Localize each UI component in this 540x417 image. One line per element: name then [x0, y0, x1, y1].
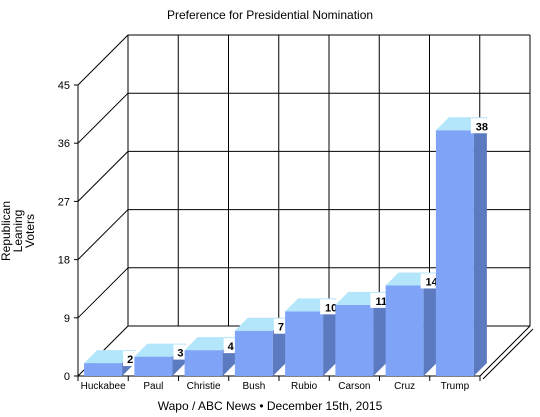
x-tick-label: Christie	[187, 381, 221, 392]
bar-side	[323, 298, 337, 376]
data-label: 14	[426, 276, 439, 288]
chart-title: Preference for Presidential Nomination	[166, 8, 374, 22]
data-label: 3	[177, 348, 183, 360]
bar-front	[84, 363, 123, 376]
y-tick-label: 45	[58, 80, 70, 92]
y-axis-title-line: Leaning	[11, 210, 25, 253]
grid-diagonal	[77, 34, 129, 86]
bar-huckabee: 2	[84, 350, 138, 376]
bar-top	[234, 317, 286, 331]
data-label: 4	[228, 341, 235, 353]
grid-diagonal	[77, 209, 129, 260]
data-label: 10	[325, 302, 337, 314]
y-axis-title-line: Republican	[0, 201, 13, 261]
bar-trump: 38	[435, 117, 493, 377]
bar-front	[335, 304, 374, 376]
bar-top	[184, 337, 236, 351]
bar-front	[134, 356, 173, 376]
x-tick-label: Cruz	[394, 381, 415, 392]
data-label-box	[273, 318, 288, 334]
bar-cruz: 14	[385, 272, 443, 376]
x-tick-label: Carson	[338, 381, 370, 392]
data-label-box	[470, 118, 493, 134]
bar-side	[473, 117, 487, 377]
data-label: 2	[127, 354, 133, 366]
bar-side	[423, 272, 437, 376]
grid-diagonal	[77, 92, 129, 144]
bar-bush: 7	[234, 317, 288, 376]
y-tick-label: 0	[64, 371, 70, 383]
y-axis-title-line: Voters	[23, 214, 37, 248]
x-tick-label: Rubio	[291, 381, 318, 392]
data-label-box	[173, 344, 188, 360]
bar-side	[373, 291, 387, 376]
bar-front	[184, 350, 223, 376]
chart-footer: Wapo / ABC News • December 15th, 2015	[157, 399, 383, 413]
x-tick-label: Bush	[242, 381, 265, 392]
bar-paul: 3	[134, 343, 188, 376]
floor-shadow-edge	[482, 328, 534, 380]
bar-front	[385, 285, 424, 376]
data-label: 7	[278, 322, 284, 334]
bar-top	[134, 343, 186, 357]
bar-christie: 4	[184, 337, 238, 376]
data-label-box	[223, 338, 238, 354]
x-tick-label: Trump	[441, 381, 470, 392]
grid-diagonal	[77, 151, 129, 202]
data-label: 11	[376, 296, 388, 308]
bar-top	[84, 350, 136, 364]
y-tick-label: 27	[58, 196, 70, 208]
grid-diagonal	[77, 267, 129, 319]
y-tick-label: 18	[58, 255, 70, 267]
x-tick-label: Paul	[143, 381, 163, 392]
bar-carson: 11	[335, 291, 393, 376]
x-tick-label: Huckabee	[81, 381, 126, 392]
bar-front	[234, 330, 273, 376]
y-tick-label: 36	[58, 138, 70, 150]
bar-front	[435, 130, 474, 376]
y-axis-title: RepublicanLeaningVoters	[0, 201, 37, 261]
data-label-box	[123, 351, 138, 367]
floor-right-edge	[479, 325, 531, 377]
data-label: 38	[476, 121, 488, 133]
bar-rubio: 10	[285, 298, 343, 376]
y-tick-label: 9	[64, 313, 70, 325]
bar-front	[285, 311, 324, 376]
